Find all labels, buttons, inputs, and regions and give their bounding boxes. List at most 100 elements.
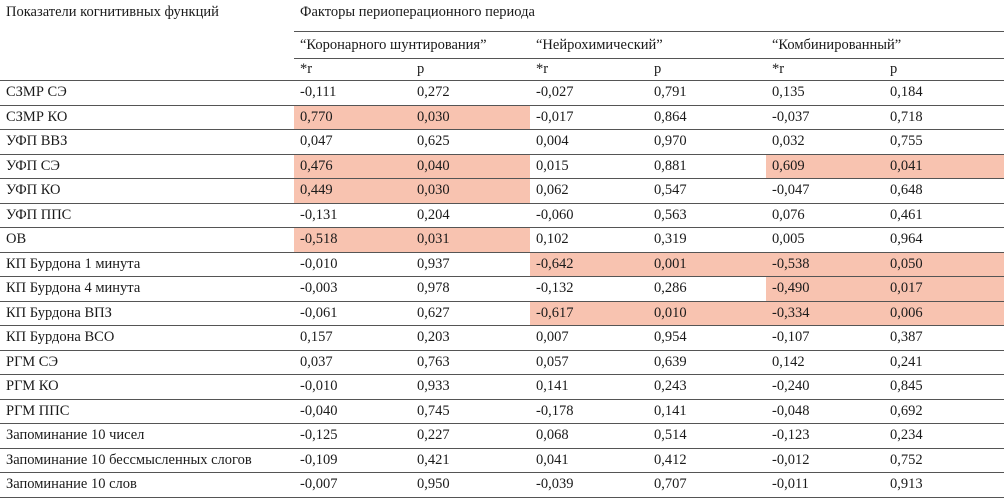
r-value-cell: -0,240	[766, 374, 884, 400]
r-value-cell: -0,334	[766, 301, 884, 326]
r-value-cell: -0,048	[766, 399, 884, 424]
p-value-cell: 0,978	[411, 276, 530, 302]
table-row: КП Бурдона ВПЗ -0,061 0,627 -0,617 0,010 -0,3…	[0, 301, 1004, 326]
r-header: *r	[530, 58, 648, 81]
r-value-cell: 0,032	[766, 129, 884, 155]
indicator-name-cell: КП Бурдона ВПЗ	[0, 301, 294, 326]
r-value-cell: -0,125	[294, 423, 411, 449]
r-value-cell: -0,011	[766, 472, 884, 498]
p-header: p	[884, 58, 1004, 81]
p-value-cell: 0,204	[411, 203, 530, 228]
p-value-cell: 0,227	[411, 423, 530, 449]
p-value-cell: 0,881	[648, 154, 766, 179]
r-value-cell: -0,047	[766, 178, 884, 204]
p-value-cell: 0,845	[884, 374, 1004, 400]
p-value-cell: 0,040	[411, 154, 530, 179]
r-value-cell: -0,010	[294, 374, 411, 400]
group-header-cabg: “Коронарного шунтирования”	[294, 31, 530, 59]
r-value-cell: -0,039	[530, 472, 648, 498]
p-value-cell: 0,017	[884, 276, 1004, 302]
r-value-cell: 0,076	[766, 203, 884, 228]
r-value-cell: -0,027	[530, 80, 648, 106]
p-value-cell: 0,031	[411, 227, 530, 253]
group-header-combined: “Комбинированный”	[766, 31, 1004, 59]
group-header-neurochemical: “Нейрохимический”	[530, 31, 766, 59]
r-value-cell: 0,047	[294, 129, 411, 155]
p-value-cell: 0,412	[648, 448, 766, 473]
table-row: РГМ ППС -0,040 0,745 -0,178 0,141 -0,048 0,692	[0, 399, 1004, 424]
r-header: *r	[766, 58, 884, 81]
p-value-cell: 0,141	[648, 399, 766, 424]
p-value-cell: 0,010	[648, 301, 766, 326]
r-value-cell: -0,538	[766, 252, 884, 277]
r-value-cell: -0,107	[766, 325, 884, 351]
r-value-cell: -0,642	[530, 252, 648, 277]
indicator-name-cell: СЗМР СЭ	[0, 80, 294, 106]
indicator-column-header: Показатели когнитивных функций	[0, 0, 294, 81]
factors-header: Факторы периоперационного периода	[294, 0, 1004, 32]
r-value-cell: 0,057	[530, 350, 648, 375]
r-value-cell: 0,015	[530, 154, 648, 179]
p-value-cell: 0,514	[648, 423, 766, 449]
p-value-cell: 0,184	[884, 80, 1004, 106]
indicator-name-cell: УФП ВВЗ	[0, 129, 294, 155]
p-value-cell: 0,547	[648, 178, 766, 204]
table-row: УФП ВВЗ 0,047 0,625 0,004 0,970 0,032 0,755	[0, 129, 1004, 155]
p-value-cell: 0,718	[884, 105, 1004, 130]
r-value-cell: -0,111	[294, 80, 411, 106]
p-value-cell: 0,241	[884, 350, 1004, 375]
r-value-cell: -0,012	[766, 448, 884, 473]
r-value-cell: 0,142	[766, 350, 884, 375]
r-value-cell: -0,518	[294, 227, 411, 253]
indicator-name-cell: УФП СЭ	[0, 154, 294, 179]
r-value-cell: -0,003	[294, 276, 411, 302]
p-value-cell: 0,050	[884, 252, 1004, 277]
table-row: СЗМР СЭ -0,111 0,272 -0,027 0,791 0,135 0,184	[0, 80, 1004, 106]
indicator-name-cell: КП Бурдона ВСО	[0, 325, 294, 351]
indicator-name-cell: ОВ	[0, 227, 294, 253]
table-row: УФП КО 0,449 0,030 0,062 0,547 -0,047 0,648	[0, 178, 1004, 204]
p-value-cell: 0,234	[884, 423, 1004, 449]
r-value-cell: 0,135	[766, 80, 884, 106]
p-value-cell: 0,627	[411, 301, 530, 326]
p-value-cell: 0,030	[411, 105, 530, 130]
p-value-cell: 0,001	[648, 252, 766, 277]
table-row: УФП СЭ 0,476 0,040 0,015 0,881 0,609 0,041	[0, 154, 1004, 179]
r-value-cell: 0,005	[766, 227, 884, 253]
r-value-cell: 0,062	[530, 178, 648, 204]
p-value-cell: 0,864	[648, 105, 766, 130]
table-row: Запоминание 10 бессмысленных слогов -0,10…	[0, 448, 1004, 473]
table-row: КП Бурдона 4 минута -0,003 0,978 -0,132 0,28…	[0, 276, 1004, 302]
table-row: РГМ СЭ 0,037 0,763 0,057 0,639 0,142 0,241	[0, 350, 1004, 375]
table-row: КП Бурдона 1 минута -0,010 0,937 -0,642 0,00…	[0, 252, 1004, 277]
p-value-cell: 0,752	[884, 448, 1004, 473]
r-value-cell: 0,037	[294, 350, 411, 375]
r-value-cell: 0,102	[530, 227, 648, 253]
p-value-cell: 0,243	[648, 374, 766, 400]
r-value-cell: 0,609	[766, 154, 884, 179]
r-value-cell: -0,061	[294, 301, 411, 326]
indicator-name-cell: КП Бурдона 4 минута	[0, 276, 294, 302]
p-value-cell: 0,791	[648, 80, 766, 106]
indicator-name-cell: РГМ КО	[0, 374, 294, 400]
r-value-cell: -0,109	[294, 448, 411, 473]
p-value-cell: 0,937	[411, 252, 530, 277]
r-value-cell: 0,004	[530, 129, 648, 155]
p-value-cell: 0,763	[411, 350, 530, 375]
r-value-cell: 0,449	[294, 178, 411, 204]
p-value-cell: 0,707	[648, 472, 766, 498]
r-value-cell: -0,017	[530, 105, 648, 130]
p-value-cell: 0,639	[648, 350, 766, 375]
p-value-cell: 0,461	[884, 203, 1004, 228]
r-value-cell: -0,123	[766, 423, 884, 449]
p-value-cell: 0,272	[411, 80, 530, 106]
r-value-cell: 0,476	[294, 154, 411, 179]
indicator-name-cell: Запоминание 10 чисел	[0, 423, 294, 449]
table-row: ОВ -0,518 0,031 0,102 0,319 0,005 0,964	[0, 227, 1004, 253]
r-value-cell: 0,007	[530, 325, 648, 351]
r-value-cell: -0,010	[294, 252, 411, 277]
p-value-cell: 0,648	[884, 178, 1004, 204]
r-value-cell: -0,132	[530, 276, 648, 302]
table-row: Запоминание 10 слов -0,007 0,950 -0,039 0,70…	[0, 472, 1004, 498]
